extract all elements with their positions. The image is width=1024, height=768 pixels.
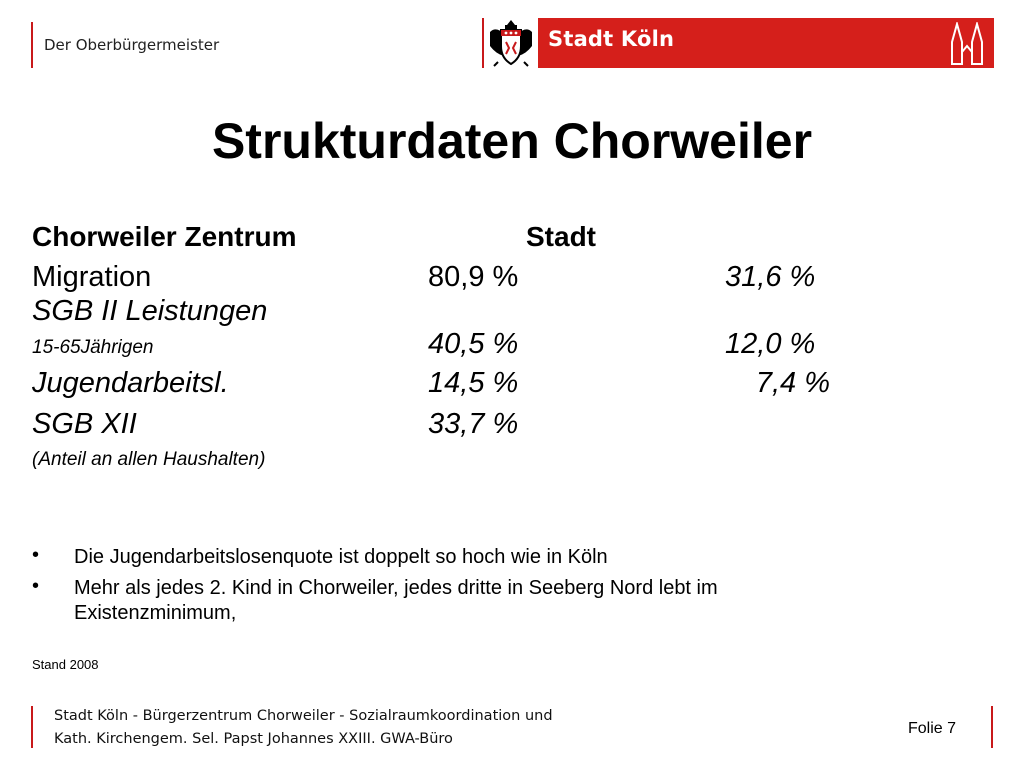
table-note: (Anteil an allen Haushalten): [32, 449, 266, 470]
logo-banner: Stadt Köln: [538, 18, 994, 68]
coat-of-arms-icon: [490, 20, 532, 67]
column-header-stadt: Stadt: [526, 221, 596, 252]
stand-note: Stand 2008: [32, 657, 99, 672]
bullet-text-continued: Existenzminimum,: [74, 602, 237, 624]
logo-divider: [482, 18, 484, 68]
row-sublabel-sgb2: 15-65Jährigen: [32, 337, 154, 358]
slide-number: Folie 7: [908, 720, 957, 737]
footer-divider-left: [31, 706, 33, 748]
cathedral-icon: [951, 22, 983, 65]
footer-text: Stadt Köln - Bürgerzentrum Chorweiler - …: [54, 705, 553, 751]
bullet-text: Mehr als jedes 2. Kind in Chorweiler, je…: [74, 577, 718, 599]
value-stadt-migration: 31,6 %: [725, 261, 816, 293]
row-label-sgb12: SGB XII: [32, 408, 137, 440]
logo-text: Stadt Köln: [548, 27, 675, 51]
value-zentrum-sgb12: 33,7 %: [428, 408, 519, 440]
value-zentrum-sgb2: 40,5 %: [428, 328, 519, 360]
row-label-sgb2: SGB II Leistungen: [32, 295, 268, 327]
value-zentrum-jugendarbeitsl: 14,5 %: [428, 367, 519, 399]
bullet-text: Die Jugendarbeitslosenquote ist doppelt …: [74, 546, 608, 568]
department-label: Der Oberbürgermeister: [44, 36, 220, 54]
value-zentrum-migration: 80,9 %: [428, 261, 519, 293]
row-label-jugendarbeitsl: Jugendarbeitsl.: [32, 367, 229, 399]
column-header-zentrum: Chorweiler Zentrum: [32, 221, 297, 252]
bullet-dot: •: [32, 575, 40, 597]
value-stadt-sgb2: 12,0 %: [725, 328, 816, 360]
footer-line-1: Stadt Köln - Bürgerzentrum Chorweiler - …: [54, 708, 553, 724]
stadt-koeln-logo: Stadt Köln: [482, 18, 994, 68]
footer-divider-right: [991, 706, 993, 748]
slide-title: Strukturdaten Chorweiler: [211, 113, 813, 169]
row-label-migration: Migration: [32, 261, 152, 293]
footer-line-2: Kath. Kirchengem. Sel. Papst Johannes XX…: [54, 731, 453, 747]
value-stadt-jugendarbeitsl: 7,4 %: [755, 367, 830, 399]
bullet-dot: •: [32, 544, 40, 566]
header-divider-left: [31, 22, 33, 68]
